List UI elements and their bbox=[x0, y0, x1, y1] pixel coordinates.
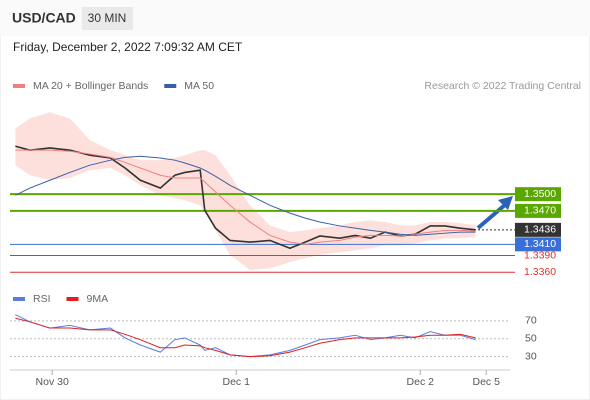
trend-arrow-head bbox=[498, 196, 513, 210]
series-line bbox=[15, 317, 476, 358]
series-line bbox=[15, 155, 476, 236]
y-tick-label: 70 bbox=[525, 315, 537, 327]
level-label: 1.3500 bbox=[524, 188, 556, 200]
y-tick-label: 50 bbox=[525, 333, 537, 345]
credit: Research © 2022 Trading Central bbox=[424, 80, 581, 92]
level-box bbox=[515, 222, 561, 237]
timeframe: 30 MIN bbox=[88, 11, 127, 25]
legend-label: MA 50 bbox=[184, 80, 214, 92]
symbol: USD/CAD bbox=[12, 10, 76, 26]
x-tick-label: Dec 2 bbox=[407, 376, 435, 388]
level-box bbox=[515, 187, 561, 202]
level-box bbox=[515, 237, 561, 252]
level-label: 1.3410 bbox=[524, 238, 556, 250]
legend-swatch bbox=[66, 297, 79, 301]
timeframe-box bbox=[82, 7, 133, 30]
legend-swatch bbox=[13, 84, 25, 88]
legend-label: RSI bbox=[33, 293, 51, 305]
legend-label: 9MA bbox=[87, 293, 109, 305]
level-label: 1.3470 bbox=[524, 205, 556, 217]
level-label: 1.3360 bbox=[524, 266, 556, 278]
level-box bbox=[515, 203, 561, 218]
legend-swatch bbox=[164, 84, 177, 88]
trend-arrow bbox=[476, 202, 508, 230]
y-tick-label: 30 bbox=[525, 350, 537, 362]
x-tick-label: Dec 1 bbox=[223, 376, 251, 388]
level-label: 1.3436 bbox=[524, 224, 556, 236]
legend-swatch bbox=[13, 297, 25, 301]
bollinger-band bbox=[15, 112, 476, 270]
legend-label: MA 20 + Bollinger Bands bbox=[33, 80, 148, 92]
x-tick-label: Nov 30 bbox=[36, 376, 69, 388]
timestamp: Friday, December 2, 2022 7:09:32 AM CET bbox=[13, 40, 243, 54]
series-line bbox=[15, 149, 476, 245]
level-label: 1.3390 bbox=[524, 249, 556, 261]
x-tick-label: Dec 5 bbox=[473, 376, 501, 388]
